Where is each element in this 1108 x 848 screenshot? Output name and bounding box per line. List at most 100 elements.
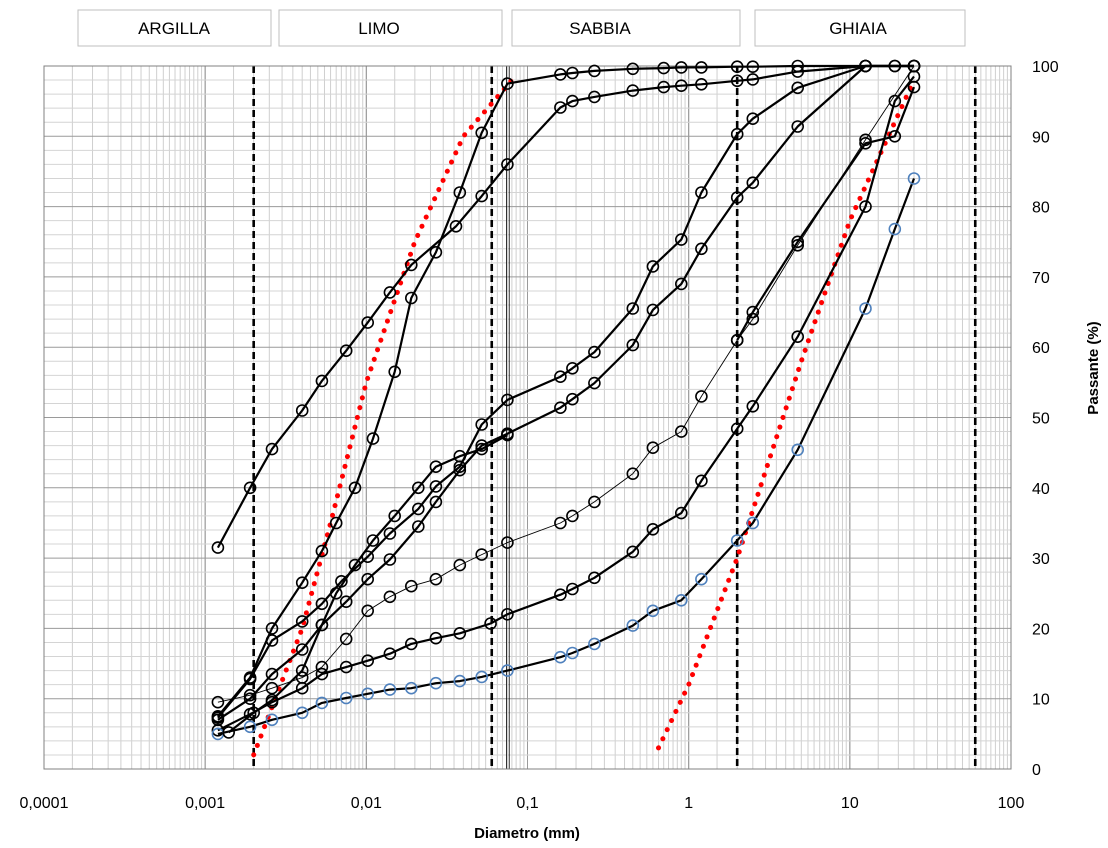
data-point — [674, 277, 688, 291]
data-point — [566, 582, 579, 596]
data-point — [295, 615, 309, 628]
data-point — [315, 374, 329, 388]
data-point — [730, 422, 744, 436]
data-point — [243, 481, 257, 495]
plot-frame — [43, 65, 1012, 770]
x-tick-label: 0,1 — [516, 795, 538, 812]
data-point — [404, 579, 418, 593]
data-point — [674, 233, 688, 246]
data-point — [859, 200, 872, 213]
data-point — [554, 650, 567, 664]
red-dotted-curve — [251, 77, 515, 758]
data-point — [411, 481, 425, 495]
data-point — [265, 667, 279, 681]
y-tick-label: 80 — [1032, 200, 1050, 217]
data-point — [791, 120, 805, 133]
data-point — [859, 302, 872, 315]
data-point — [429, 495, 443, 509]
data-point — [791, 443, 805, 457]
data-point — [295, 404, 309, 417]
data-point — [674, 425, 688, 438]
data-point — [646, 303, 660, 317]
data-point — [730, 74, 744, 88]
zone-label-limo: LIMO — [358, 19, 400, 38]
data-point — [626, 62, 640, 76]
data-point — [746, 305, 760, 319]
data-point — [791, 235, 805, 249]
zone-box-sabbia — [511, 9, 741, 47]
data-point — [746, 112, 760, 125]
data-point — [243, 720, 257, 734]
data-point — [404, 681, 418, 695]
data-point — [388, 365, 402, 379]
data-point — [626, 467, 640, 481]
data-point — [222, 726, 235, 739]
zone-label-ghiaia: GHIAIA — [829, 19, 887, 38]
data-point — [588, 495, 601, 509]
data-point — [383, 647, 397, 661]
data-point — [361, 316, 375, 329]
data-point — [657, 61, 671, 75]
data-point — [566, 361, 579, 375]
data-point — [626, 84, 640, 97]
zone-box-limo — [278, 9, 503, 47]
data-point — [907, 172, 921, 185]
zone-box-argilla — [77, 9, 272, 47]
data-point — [383, 553, 397, 566]
data-point — [315, 544, 329, 558]
data-point — [315, 667, 329, 681]
zone-label-argilla: ARGILLA — [138, 19, 210, 38]
data-point — [315, 597, 329, 611]
data-point — [888, 130, 902, 143]
data-point — [453, 186, 467, 199]
x-tick-label: 10 — [841, 795, 859, 812]
data-point — [730, 191, 744, 204]
data-point — [674, 79, 688, 92]
x-tick-label: 1 — [684, 795, 693, 812]
data-point — [730, 534, 744, 547]
data-point — [674, 506, 688, 520]
data-point — [348, 558, 362, 572]
data-point — [695, 474, 708, 488]
data-point — [475, 418, 489, 431]
series-line — [228, 434, 508, 734]
data-point — [388, 509, 402, 523]
data-point — [554, 401, 567, 415]
y-tick-label: 90 — [1032, 129, 1050, 146]
data-point — [646, 260, 660, 273]
data-point — [588, 637, 601, 651]
data-point — [695, 390, 708, 403]
data-point — [695, 78, 708, 91]
data-point — [265, 634, 279, 647]
data-point — [646, 522, 660, 536]
data-point — [404, 291, 418, 305]
series-line — [216, 64, 914, 549]
series-line — [217, 75, 915, 732]
data-point — [475, 442, 489, 456]
data-point — [429, 480, 443, 493]
data-point — [315, 618, 329, 632]
data-point — [348, 481, 362, 495]
data-point — [247, 706, 260, 720]
zone-label-sabbia: SABBIA — [569, 19, 631, 38]
red-dotted-curve — [656, 77, 917, 751]
data-point — [366, 432, 380, 445]
y-tick-label: 10 — [1032, 692, 1050, 709]
data-point — [791, 59, 805, 73]
series-group — [211, 59, 921, 741]
data-point — [554, 370, 567, 384]
data-point — [383, 286, 397, 299]
data-point — [646, 604, 660, 618]
data-point — [859, 133, 872, 147]
data-point — [475, 670, 489, 684]
y-tick-labels: 0 10 20 30 40 50 60 70 80 90 100 — [1032, 59, 1059, 779]
y-tick-label: 70 — [1032, 270, 1050, 287]
data-point — [265, 693, 279, 707]
y-tick-label: 20 — [1032, 621, 1050, 638]
series-line — [217, 178, 916, 735]
x-tick-label: 0,0001 — [20, 795, 69, 812]
data-point — [888, 94, 902, 108]
data-point — [475, 548, 489, 561]
data-point — [404, 637, 418, 651]
